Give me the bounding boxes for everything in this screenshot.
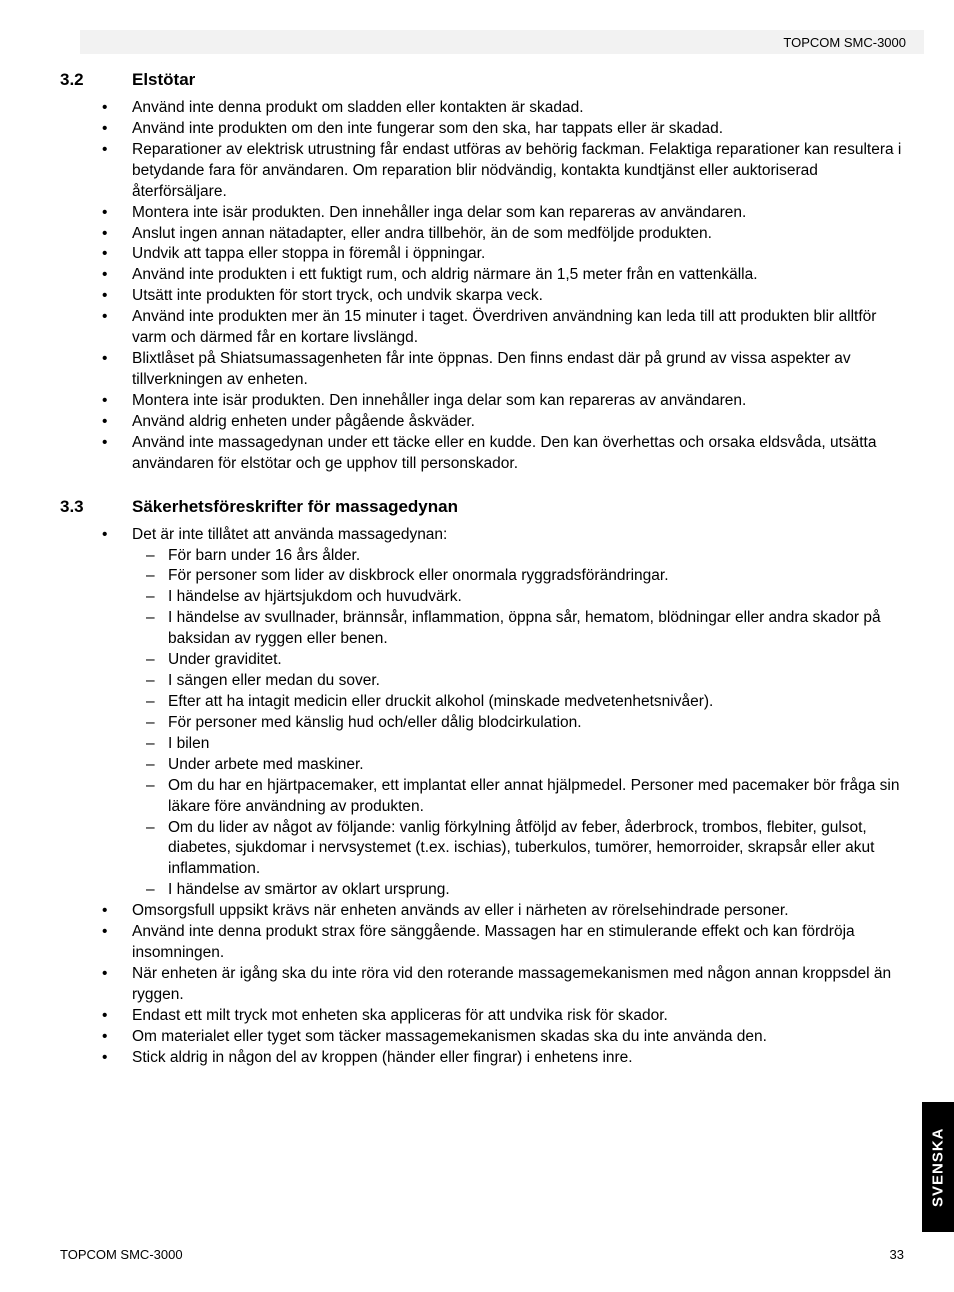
language-label: SVENSKA <box>930 1127 947 1207</box>
list-item-text: Det är inte tillåtet att använda massage… <box>132 526 447 543</box>
list-item: Använd inte massagedynan under ett täcke… <box>60 433 904 475</box>
section-title: Säkerhetsföreskrifter för massagedynan <box>132 497 458 517</box>
list-item: När enheten är igång ska du inte röra vi… <box>60 964 904 1006</box>
sub-list-item: I sängen eller medan du sover. <box>132 671 904 692</box>
footer: TOPCOM SMC-3000 33 <box>60 1247 904 1262</box>
section-heading-32: 3.2 Elstötar <box>60 70 904 90</box>
footer-page-number: 33 <box>890 1247 904 1262</box>
sub-list-item: Efter att ha intagit medicin eller druck… <box>132 692 904 713</box>
list-item: Montera inte isär produkten. Den innehål… <box>60 203 904 224</box>
section-title: Elstötar <box>132 70 195 90</box>
footer-left: TOPCOM SMC-3000 <box>60 1247 183 1262</box>
list-item: Stick aldrig in någon del av kroppen (hä… <box>60 1048 904 1069</box>
language-tab: SVENSKA <box>922 1102 954 1232</box>
sub-list-item: I händelse av svullnader, brännsår, infl… <box>132 608 904 650</box>
list-item: Använd aldrig enheten under pågående åsk… <box>60 412 904 433</box>
sub-list-item: Om du har en hjärtpacemaker, ett implant… <box>132 776 904 818</box>
list-item: Omsorgsfull uppsikt krävs när enheten an… <box>60 901 904 922</box>
sub-list-item: I händelse av hjärtsjukdom och huvudvärk… <box>132 587 904 608</box>
list-item: Använd inte produkten om den inte funger… <box>60 119 904 140</box>
sub-list-item: För barn under 16 års ålder. <box>132 546 904 567</box>
list-item: Montera inte isär produkten. Den innehål… <box>60 391 904 412</box>
header-bar: TOPCOM SMC-3000 <box>80 30 924 54</box>
list-item: Om materialet eller tyget som täcker mas… <box>60 1027 904 1048</box>
list-item: Reparationer av elektrisk utrustning får… <box>60 140 904 203</box>
list-item: Använd inte denna produkt strax före sän… <box>60 922 904 964</box>
sub-list-item: För personer som lider av diskbrock elle… <box>132 566 904 587</box>
list-item: Blixtlåset på Shiatsumassagenheten får i… <box>60 349 904 391</box>
section-number: 3.2 <box>60 70 132 90</box>
sub-list-item: I händelse av smärtor av oklart ursprung… <box>132 880 904 901</box>
section-33-list: Det är inte tillåtet att använda massage… <box>60 525 904 1069</box>
list-item: Undvik att tappa eller stoppa in föremål… <box>60 244 904 265</box>
sub-list-item: Under arbete med maskiner. <box>132 755 904 776</box>
list-item: Använd inte produkten mer än 15 minuter … <box>60 307 904 349</box>
sub-list-item: För personer med känslig hud och/eller d… <box>132 713 904 734</box>
section-32-list: Använd inte denna produkt om sladden ell… <box>60 98 904 475</box>
sub-list: För barn under 16 års ålder. För persone… <box>132 546 904 902</box>
header-product: TOPCOM SMC-3000 <box>783 35 906 50</box>
section-number: 3.3 <box>60 497 132 517</box>
sub-list-item: Om du lider av något av följande: vanlig… <box>132 818 904 881</box>
list-item: Det är inte tillåtet att använda massage… <box>60 525 904 902</box>
list-item: Utsätt inte produkten för stort tryck, o… <box>60 286 904 307</box>
list-item: Anslut ingen annan nätadapter, eller and… <box>60 224 904 245</box>
list-item: Använd inte produkten i ett fuktigt rum,… <box>60 265 904 286</box>
page-content: 3.2 Elstötar Använd inte denna produkt o… <box>60 70 904 1091</box>
sub-list-item: I bilen <box>132 734 904 755</box>
sub-list-item: Under graviditet. <box>132 650 904 671</box>
section-heading-33: 3.3 Säkerhetsföreskrifter för massagedyn… <box>60 497 904 517</box>
list-item: Använd inte denna produkt om sladden ell… <box>60 98 904 119</box>
list-item: Endast ett milt tryck mot enheten ska ap… <box>60 1006 904 1027</box>
